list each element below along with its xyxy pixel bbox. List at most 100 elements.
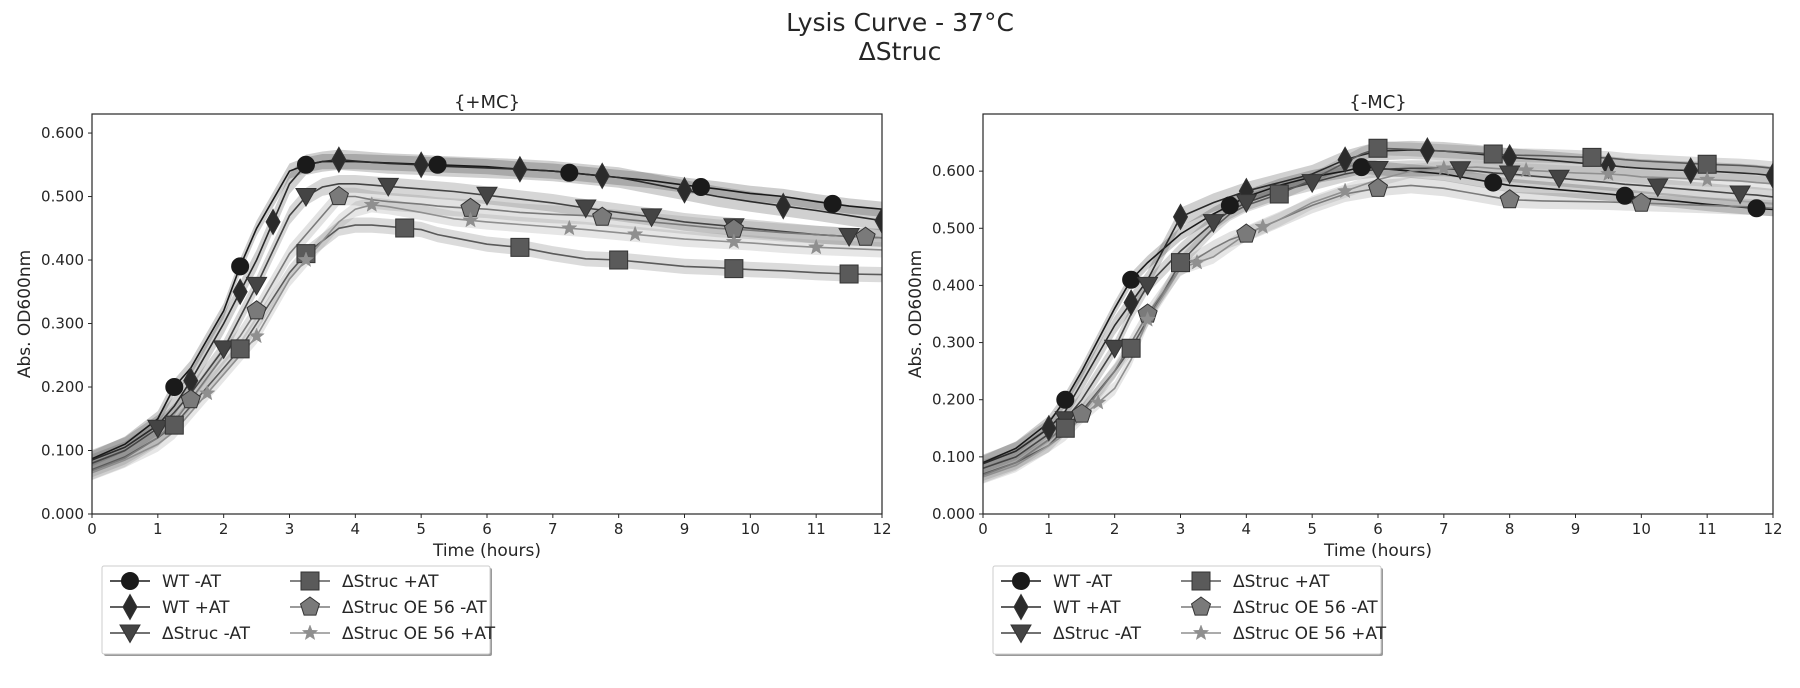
data-point-2-6 [1419, 137, 1435, 165]
figure-title-line2: ΔStruc [858, 37, 942, 66]
data-point-6-1 [198, 384, 216, 401]
panel-title: {+MC} [454, 92, 520, 113]
data-point-2-3 [1172, 203, 1189, 231]
data-point-6-5 [1336, 182, 1354, 199]
y-tick-label: 0.000 [932, 505, 975, 523]
data-point-4-2 [1121, 338, 1141, 358]
legend-label: WT -AT [1053, 572, 1113, 592]
y-tick-label: 0.300 [932, 334, 975, 352]
legend-marker [1190, 596, 1212, 616]
legend-label: WT -AT [162, 572, 222, 592]
data-point-6-9 [1698, 170, 1716, 187]
data-point-1-1 [165, 378, 184, 397]
legend-label: ΔStruc +AT [342, 572, 439, 592]
data-point-2-6 [512, 155, 528, 183]
data-point-4-1 [1055, 418, 1075, 438]
data-point-3-4 [1202, 214, 1225, 234]
x-tick-label: 4 [351, 520, 361, 538]
data-point-5-1 [180, 389, 201, 409]
legend-marker [1013, 593, 1029, 621]
chart-panel-2: 0 1 2 3 4 5 6 7 8 9 10 11 120.0000.1000.2000.3000.40… [906, 92, 1783, 656]
data-point-4-6 [1483, 144, 1503, 164]
data-point-3-2 [212, 340, 235, 360]
x-tick-label: 7 [1439, 520, 1449, 538]
data-point-3-12 [1729, 185, 1751, 205]
x-tick-label: 0 [978, 520, 988, 538]
data-point-5-5 [1499, 189, 1520, 209]
data-point-3-11 [1646, 178, 1669, 198]
data-point-3-5 [377, 177, 400, 197]
chart-panel-1: 0 1 2 3 4 5 6 7 8 9 10 11 120.0000.1000.2000.3000.40… [15, 92, 892, 656]
y-tick-label: 0.000 [41, 505, 84, 523]
data-point-1-5 [1484, 173, 1503, 192]
legend-marker [1191, 571, 1211, 591]
data-point-1-6 [691, 178, 710, 197]
data-point-1-4 [428, 155, 447, 174]
data-point-1-3 [296, 155, 315, 174]
data-point-2-5 [1337, 146, 1353, 174]
data-point-6-8 [1600, 165, 1617, 182]
data-point-6-2 [1139, 310, 1156, 327]
data-point-1-3 [1220, 196, 1239, 215]
data-point-5-3 [1236, 223, 1257, 243]
y-tick-label: 0.500 [41, 188, 84, 206]
x-tick-label: 6 [482, 520, 492, 538]
legend-label: ΔStruc OE 56 -AT [342, 598, 487, 618]
data-point-2-9 [775, 192, 791, 220]
data-point-4-8 [1697, 154, 1717, 174]
legend-marker [300, 571, 320, 591]
data-point-5-2 [246, 300, 267, 320]
data-point-6-7 [1517, 161, 1535, 178]
legend-marker [119, 624, 141, 644]
data-point-4-1 [164, 415, 184, 435]
data-point-4-7 [724, 259, 744, 279]
legend-marker [299, 596, 321, 616]
data-point-3-8 [1449, 161, 1472, 181]
data-point-3-3 [1136, 276, 1159, 296]
series-line-6 [92, 203, 882, 474]
data-point-2-10 [874, 207, 882, 235]
data-point-6-9 [807, 238, 825, 255]
data-point-1-1 [1056, 390, 1075, 409]
band-1 [983, 160, 1773, 470]
band-5 [92, 187, 882, 480]
data-point-6-5 [462, 211, 479, 228]
data-point-3-9 [1498, 165, 1521, 185]
legend-marker [1010, 624, 1032, 644]
data-point-6-3 [297, 251, 315, 268]
x-tick-label: 0 [87, 520, 97, 538]
plot-series [92, 146, 882, 481]
data-point-4-6 [609, 250, 629, 270]
x-tick-label: 5 [416, 520, 426, 538]
x-tick-label: 2 [1110, 520, 1120, 538]
data-point-2-5 [413, 151, 429, 179]
data-point-4-4 [1269, 184, 1289, 204]
data-point-2-1 [1041, 414, 1057, 442]
legend-marker [301, 624, 319, 641]
series-line-4 [92, 224, 882, 471]
data-point-1-4 [1352, 158, 1371, 177]
x-tick-label: 5 [1307, 520, 1317, 538]
y-tick-label: 0.300 [41, 315, 84, 333]
legend-label: ΔStruc OE 56 -AT [1233, 598, 1378, 618]
y-tick-label: 0.200 [41, 378, 84, 396]
data-point-2-7 [594, 162, 610, 190]
data-point-4-5 [510, 237, 530, 257]
data-point-6-8 [725, 233, 743, 249]
x-tick-label: 12 [1763, 520, 1782, 538]
data-point-3-4 [295, 188, 317, 208]
legend: WT -AT WT +AT ΔStruc -AT ΔStruc +AT ΔStruc O… [992, 565, 1387, 656]
x-tick-label: 10 [741, 520, 760, 538]
data-point-5-1 [1071, 403, 1092, 423]
data-point-6-1 [1089, 393, 1107, 410]
data-point-6-2 [248, 327, 265, 344]
series-line-6 [983, 166, 1773, 478]
x-tick-label: 2 [219, 520, 229, 538]
data-point-4-8 [839, 264, 859, 284]
x-tick-label: 10 [1632, 520, 1651, 538]
data-point-4-7 [1582, 147, 1602, 167]
data-point-1-7 [823, 194, 842, 213]
legend-box [992, 565, 1382, 655]
